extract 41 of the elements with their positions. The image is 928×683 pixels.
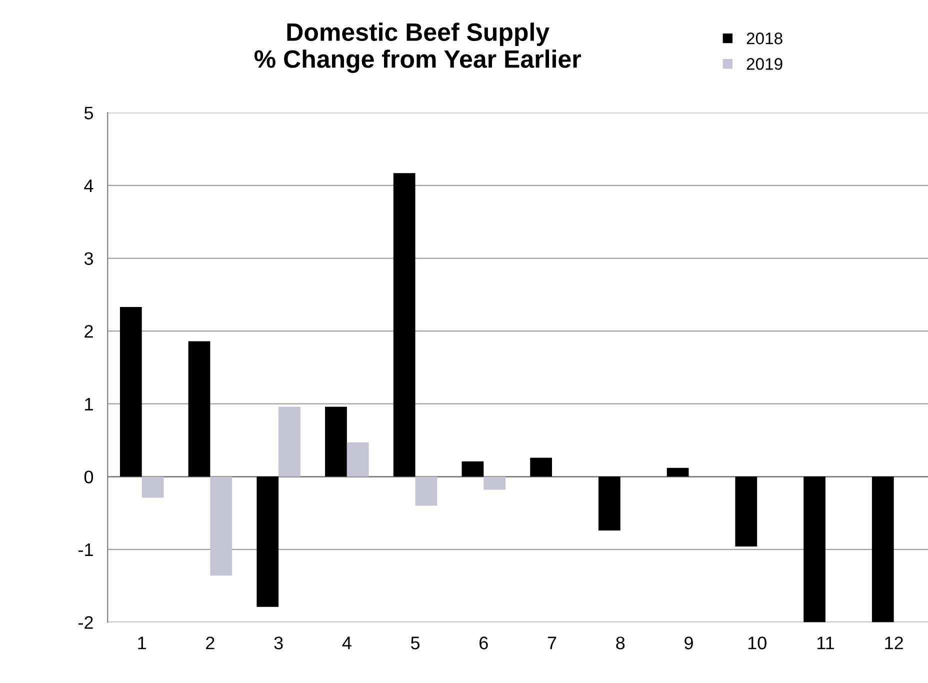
y-tick-label: 5 bbox=[84, 106, 94, 120]
bar bbox=[120, 307, 142, 477]
bar bbox=[804, 476, 826, 622]
x-tick-label: 7 bbox=[548, 636, 556, 650]
bar bbox=[530, 458, 552, 477]
y-tick-label: 1 bbox=[85, 398, 93, 410]
legend-label: 2018 bbox=[746, 32, 782, 44]
bar bbox=[598, 476, 620, 530]
bar bbox=[188, 341, 210, 477]
bar bbox=[142, 476, 164, 498]
y-tick-label: -1 bbox=[78, 544, 93, 556]
x-tick-label: 11 bbox=[817, 636, 834, 650]
x-tick-label: 10 bbox=[748, 636, 766, 650]
y-tick-label: 0 bbox=[84, 470, 94, 484]
bar bbox=[415, 476, 438, 506]
x-tick-label: 2 bbox=[206, 636, 214, 650]
x-tick-label: 8 bbox=[616, 636, 625, 650]
y-tick-label: 2 bbox=[84, 324, 93, 338]
y-tick-label: -2 bbox=[78, 616, 93, 629]
bar bbox=[872, 476, 894, 622]
y-tick-label: 3 bbox=[84, 252, 93, 265]
bar bbox=[346, 442, 369, 477]
bar bbox=[256, 476, 279, 607]
x-tick-label: 3 bbox=[274, 636, 283, 650]
x-tick-label: 9 bbox=[684, 636, 693, 650]
bar bbox=[462, 461, 484, 477]
y-tick-label: 4 bbox=[84, 180, 94, 192]
x-tick-label: 5 bbox=[410, 636, 420, 650]
chart-title: Domestic Beef Supply % Change from Year Earlier bbox=[254, 22, 581, 73]
legend-label: 2019 bbox=[746, 58, 782, 70]
bar bbox=[278, 406, 300, 477]
bar bbox=[735, 476, 758, 547]
bar bbox=[210, 476, 232, 576]
bar bbox=[325, 406, 347, 477]
bar bbox=[484, 476, 506, 490]
bar bbox=[666, 468, 689, 477]
x-tick-label: 4 bbox=[342, 636, 352, 650]
x-tick-label: 1 bbox=[138, 636, 146, 650]
x-tick-label: 6 bbox=[480, 636, 488, 650]
x-tick-label: 12 bbox=[885, 636, 903, 650]
bar bbox=[393, 173, 416, 477]
